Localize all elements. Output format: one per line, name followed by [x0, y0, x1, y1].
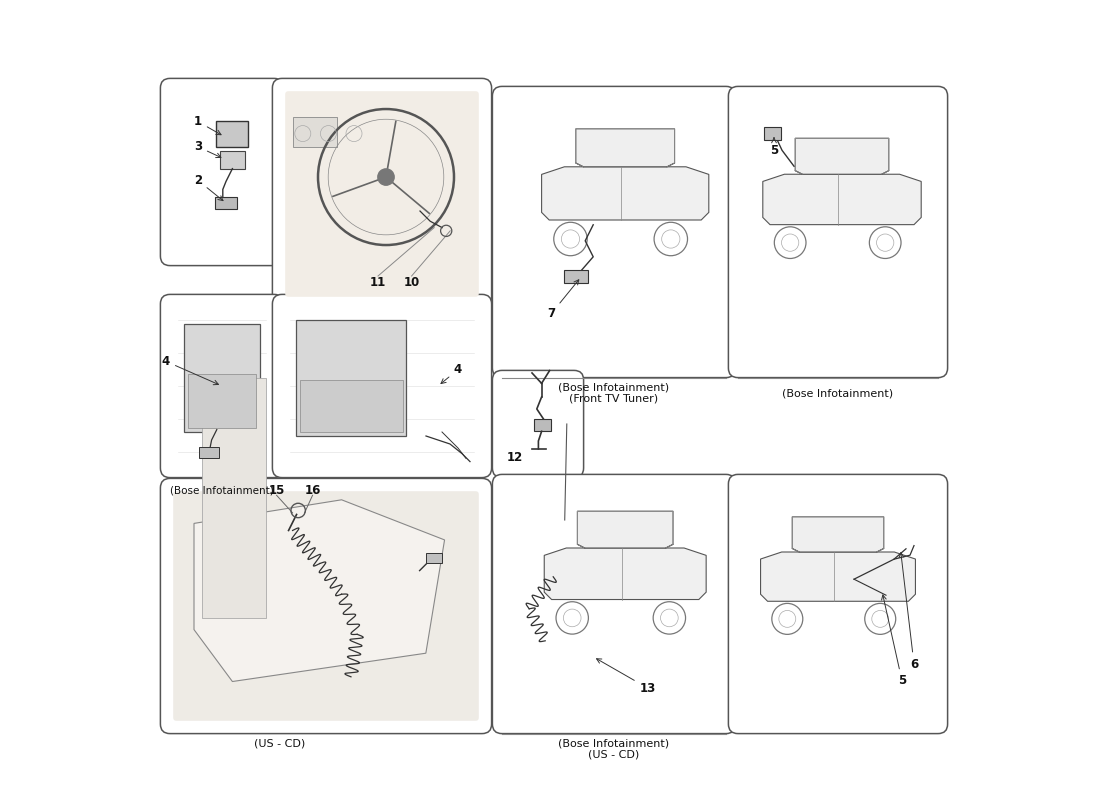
Text: 5: 5: [770, 138, 778, 157]
Polygon shape: [578, 511, 673, 548]
Circle shape: [377, 169, 394, 186]
Bar: [763, 127, 781, 140]
Text: 5: 5: [881, 595, 906, 687]
Text: (US - CD): (US - CD): [254, 738, 305, 749]
FancyBboxPatch shape: [173, 491, 478, 721]
Polygon shape: [575, 129, 674, 167]
FancyBboxPatch shape: [161, 478, 492, 734]
Text: 13: 13: [596, 658, 656, 694]
Text: 11: 11: [370, 276, 386, 289]
Text: eurospares: eurospares: [557, 591, 671, 609]
Polygon shape: [194, 500, 444, 682]
Polygon shape: [544, 548, 706, 599]
Text: eurospares: eurospares: [781, 231, 895, 249]
Polygon shape: [762, 174, 921, 225]
Text: (Bose Infotainment): (Bose Infotainment): [782, 388, 893, 398]
Text: eurospares: eurospares: [262, 598, 359, 614]
Text: 4: 4: [441, 363, 462, 383]
FancyBboxPatch shape: [493, 86, 736, 378]
FancyBboxPatch shape: [273, 294, 492, 478]
Text: 4: 4: [162, 355, 219, 385]
Bar: [214, 198, 238, 209]
Polygon shape: [760, 552, 915, 602]
Bar: [217, 122, 249, 147]
Bar: [220, 151, 245, 169]
Text: (Bose Infotainment): (Bose Infotainment): [559, 382, 670, 392]
FancyBboxPatch shape: [161, 294, 284, 478]
Bar: [202, 378, 266, 618]
Bar: [564, 270, 589, 283]
Bar: [294, 117, 338, 147]
Bar: [188, 374, 256, 428]
Bar: [426, 553, 442, 562]
FancyBboxPatch shape: [285, 91, 478, 297]
FancyBboxPatch shape: [273, 78, 492, 310]
Text: 1: 1: [194, 115, 221, 134]
Bar: [299, 380, 404, 432]
Polygon shape: [541, 167, 708, 220]
Text: 15: 15: [268, 484, 285, 497]
Text: 6: 6: [899, 553, 918, 670]
Polygon shape: [792, 517, 883, 552]
Text: (US - CD): (US - CD): [588, 750, 639, 760]
Text: 10: 10: [404, 276, 420, 289]
FancyBboxPatch shape: [493, 370, 584, 478]
Text: 3: 3: [194, 140, 221, 158]
Bar: [296, 320, 406, 436]
FancyBboxPatch shape: [728, 86, 947, 378]
Text: eurospares: eurospares: [557, 231, 671, 249]
Text: 7: 7: [547, 280, 579, 320]
Polygon shape: [795, 138, 889, 174]
FancyBboxPatch shape: [493, 474, 736, 734]
Text: 12: 12: [507, 451, 524, 464]
Bar: [534, 418, 551, 431]
Bar: [199, 447, 219, 458]
FancyBboxPatch shape: [161, 78, 284, 266]
Text: (Bose Infotainment): (Bose Infotainment): [559, 738, 670, 749]
Text: 2: 2: [194, 174, 223, 201]
Text: eurospares: eurospares: [285, 599, 399, 617]
Text: 16: 16: [305, 484, 321, 497]
Text: (Front TV Tuner): (Front TV Tuner): [570, 394, 659, 403]
Text: (Bose Infotainment): (Bose Infotainment): [170, 486, 274, 495]
Bar: [185, 324, 260, 432]
Text: eurospares: eurospares: [285, 351, 399, 369]
FancyBboxPatch shape: [728, 474, 947, 734]
Text: eurospares: eurospares: [781, 591, 895, 609]
